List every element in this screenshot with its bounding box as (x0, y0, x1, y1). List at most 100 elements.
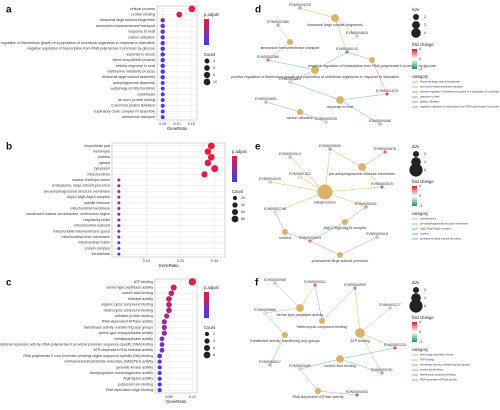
y-tick-label: autophagosome assembly (113, 81, 155, 85)
gene-node (355, 393, 359, 397)
edge (354, 287, 361, 334)
y-tick-label: serine-type endopeptidase activity (99, 331, 154, 335)
term-node (297, 109, 303, 115)
dot (168, 290, 175, 297)
edge (274, 282, 301, 309)
edge (359, 332, 383, 374)
size-key-label: 4 (424, 296, 426, 300)
size-key (204, 338, 210, 344)
size-key-label: 60 (241, 210, 245, 214)
size-key (232, 202, 238, 208)
dot (160, 46, 165, 51)
dot (204, 148, 212, 155)
edge (317, 390, 358, 396)
dot (157, 388, 162, 393)
y-tick-label: mitochondrial nucleoid (74, 224, 110, 228)
term-node (311, 66, 319, 74)
gene-label: EVM0000761 (371, 368, 393, 372)
colorbar-label: 0 (419, 57, 421, 61)
size-key (231, 215, 239, 223)
dot (166, 301, 172, 308)
term-node (342, 219, 348, 225)
dot (188, 278, 197, 286)
gene-label: EVM0004590 (344, 283, 366, 287)
gene-label: EVM0005530 (319, 144, 341, 148)
panel-letter: d (255, 5, 261, 16)
size-key (204, 58, 210, 64)
edge (321, 287, 356, 322)
x-tick-label: 0.30 (211, 259, 218, 263)
gene-label: EVM0002014 (279, 152, 301, 156)
edge (309, 240, 341, 256)
gene-node (288, 155, 292, 159)
legend-title: size (412, 144, 420, 149)
category-label: response to heat (420, 95, 440, 99)
gene-node (364, 205, 368, 209)
term-label: Atg12-Atg5-Atg16 complex (324, 226, 367, 230)
dot (157, 376, 162, 381)
gene-node (273, 281, 277, 285)
y-tick-label: 'de novo' protein folding (117, 98, 155, 102)
dot (117, 252, 121, 256)
edge (289, 69, 316, 83)
dot (164, 313, 170, 319)
plot-frame (154, 278, 198, 394)
edge (277, 24, 291, 43)
edge (265, 101, 301, 113)
gene-label: EVM0003270 (289, 3, 311, 7)
gene-node (383, 150, 387, 154)
size-key-label: 40 (241, 203, 245, 207)
gene-label: EVM0000419 (366, 232, 388, 236)
size-key-label: 2 (424, 15, 426, 19)
edge (274, 191, 326, 213)
gene-label: EVM0004468 (369, 119, 391, 123)
edge (346, 51, 373, 61)
y-tick-label: Atg8 ligase activity (123, 377, 153, 381)
y-tick-label: mitochondrial inner membrane (61, 235, 110, 239)
y-tick-label: serine-type peptidase activity (107, 286, 154, 290)
gene-node (355, 34, 359, 38)
y-tick-label: nuclear envelope lumen (72, 178, 110, 182)
dot (117, 184, 121, 188)
gene-node (268, 363, 272, 367)
size-key-label: 4 (213, 59, 215, 63)
y-tick-label: pyruvate kinase activity (116, 365, 153, 369)
edge (267, 59, 316, 71)
dot (117, 241, 121, 245)
edge (274, 211, 286, 233)
legend-title: p.adjust (204, 285, 220, 290)
edge (344, 206, 367, 223)
y-tick-label: heme biosynthetic process (112, 58, 155, 62)
category-label: pre-autophagosomal structure membrane (420, 222, 468, 226)
dot (160, 29, 165, 34)
size-key (411, 28, 421, 38)
y-tick-label: ribosomal large subunit biogenesis (100, 18, 156, 22)
y-tick-label: Atg12-Atg5-Atg16 complex (67, 195, 110, 199)
size-key (203, 71, 211, 79)
y-tick-label: mitochondrion (87, 172, 110, 176)
dot (160, 18, 165, 23)
term-label: positive regulation of filamentous growt… (231, 75, 399, 79)
term-node (282, 229, 288, 235)
legend-title: size (412, 7, 420, 12)
edge (334, 17, 358, 37)
dot (204, 159, 212, 167)
y-tick-label: RNA polymerase II core promoter proximal… (23, 354, 153, 358)
y-tick-label: positive regulation of filamentous growt… (0, 41, 155, 45)
term-label: nucleic acid binding (324, 364, 355, 368)
y-tick-label: nucleus (98, 155, 111, 159)
size-key-label: 2 (424, 288, 426, 292)
edge (269, 181, 326, 193)
size-key (413, 151, 419, 157)
dot (159, 336, 165, 342)
dot (160, 69, 165, 74)
dot (166, 296, 172, 302)
y-tick-label: response to heat (128, 30, 155, 34)
dot (117, 189, 121, 193)
edge (361, 151, 386, 168)
term-node (315, 388, 321, 394)
size-key (232, 195, 238, 201)
dot (157, 353, 163, 359)
dot (159, 347, 165, 353)
